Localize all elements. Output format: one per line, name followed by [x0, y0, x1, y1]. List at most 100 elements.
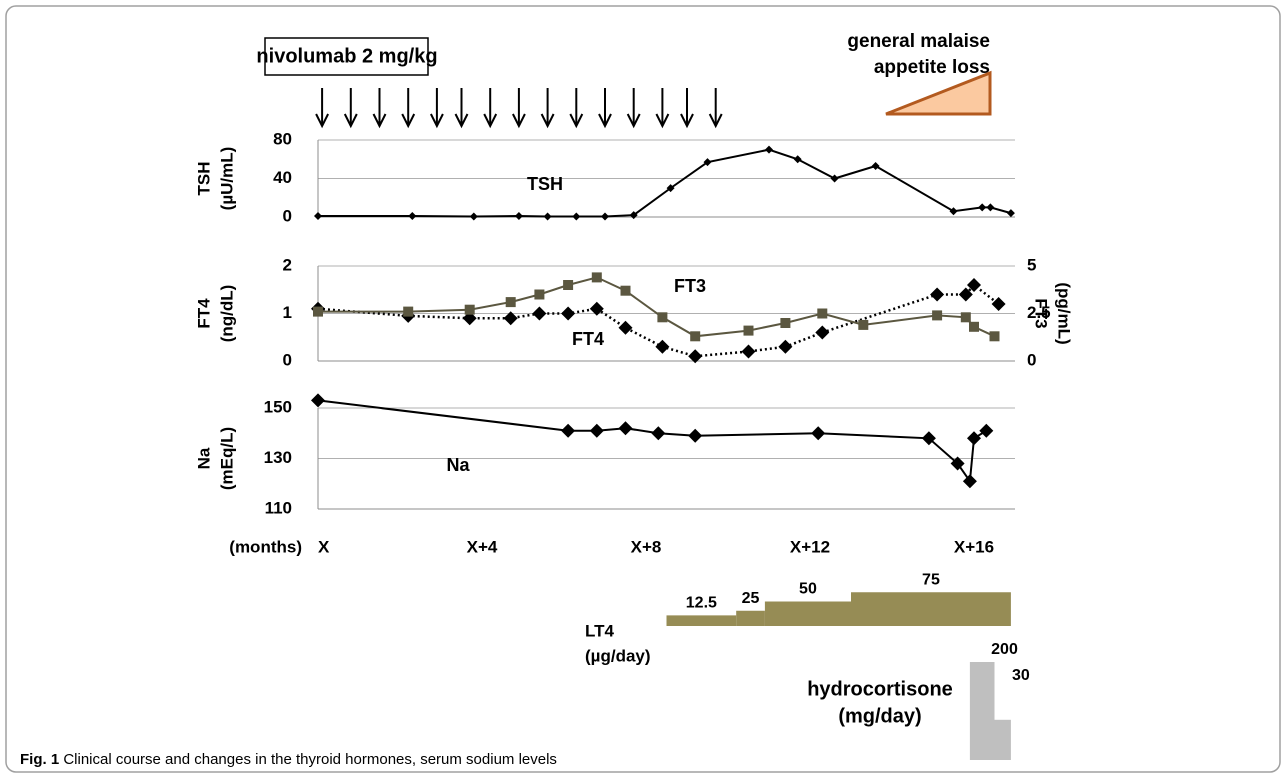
y-axis-title: TSH [194, 162, 213, 196]
dose-axis-title: (mg/day) [838, 705, 921, 727]
y-tick-label: 0 [283, 350, 292, 369]
series-label: Na [446, 455, 470, 475]
marker [655, 339, 670, 354]
marker [651, 426, 666, 441]
marker [949, 207, 958, 216]
marker [688, 428, 703, 443]
y2-axis-title: (pg/mL) [1055, 282, 1074, 344]
dose-arrowhead [483, 113, 498, 129]
marker [314, 212, 322, 221]
marker [871, 161, 880, 170]
marker [811, 426, 826, 441]
marker [657, 312, 668, 323]
caption-label: Fig. 1 [20, 751, 59, 768]
marker [1006, 209, 1015, 218]
marker [532, 306, 547, 321]
marker [534, 289, 545, 300]
symptom: general malaise [847, 31, 990, 52]
marker [978, 203, 987, 212]
y-tick-label: 80 [273, 129, 292, 148]
y-axis-title: Na [194, 447, 213, 469]
marker [958, 287, 973, 302]
dose-label: 75 [922, 571, 940, 588]
dose-arrowhead [512, 113, 526, 129]
marker [986, 203, 995, 212]
marker [503, 311, 518, 326]
series-label: FT4 [572, 329, 604, 349]
series-label: TSH [527, 174, 563, 194]
symptom: appetite loss [874, 57, 990, 78]
marker [962, 474, 977, 489]
series-line [317, 399, 987, 485]
series-line [318, 148, 1012, 218]
x-tick-label: X+8 [631, 537, 662, 556]
marker [618, 421, 633, 436]
y-tick-label: 130 [264, 448, 292, 467]
marker [778, 339, 793, 354]
treatment-box [264, 37, 429, 76]
marker [932, 310, 943, 321]
marker [950, 456, 965, 471]
marker [780, 318, 791, 328]
y-tick-label: 150 [264, 397, 292, 416]
marker [618, 320, 633, 335]
marker [930, 287, 945, 302]
dose-label: 12.5 [686, 595, 717, 612]
marker [690, 331, 701, 342]
marker [629, 211, 638, 220]
x-axis-title: (months) [229, 537, 302, 556]
dose-arrowhead [598, 113, 612, 129]
y-tick-label: 2 [283, 255, 292, 274]
marker [543, 212, 552, 221]
marker [830, 174, 839, 183]
marker [469, 212, 478, 221]
marker [311, 393, 325, 408]
y-tick-label: 110 [265, 498, 292, 517]
marker [666, 184, 675, 193]
dose-bar [736, 610, 765, 626]
y2-axis-title: FT3 [1032, 298, 1051, 328]
y2-tick-label: 0 [1027, 350, 1036, 369]
dose-label: 200 [991, 641, 1018, 658]
dose-label: 25 [742, 590, 760, 607]
symptom-triangle [885, 70, 992, 116]
marker [313, 306, 323, 317]
marker [967, 278, 981, 292]
marker [403, 306, 414, 317]
dose-arrowhead [454, 113, 469, 129]
marker [620, 285, 631, 296]
dose-arrowhead [655, 113, 670, 129]
dose-bar [851, 592, 1011, 626]
marker [591, 272, 602, 283]
y2-tick-label: 2.5 [1027, 303, 1051, 322]
dose-arrowhead [401, 113, 416, 129]
dose-arrowhead [708, 113, 723, 129]
marker [589, 301, 604, 316]
x-tick-label: X [318, 537, 330, 556]
dose-arrowhead [680, 113, 694, 129]
dose-arrowhead [372, 113, 387, 129]
x-tick-label: X+16 [954, 537, 994, 556]
series-line [318, 276, 995, 338]
marker [464, 304, 475, 315]
y-axis-title: FT4 [194, 298, 213, 329]
marker [703, 158, 712, 167]
x-tick-label: X+4 [467, 537, 498, 556]
dose-label: 50 [799, 581, 817, 598]
marker [741, 344, 756, 359]
dose-bar [969, 662, 995, 760]
marker [561, 423, 576, 438]
marker [960, 312, 971, 323]
series-label: FT3 [674, 276, 706, 296]
dose-arrowhead [540, 113, 555, 129]
marker [505, 297, 516, 308]
y-tick-label: 1 [283, 303, 292, 322]
dose-arrowhead [569, 113, 584, 129]
marker [858, 319, 869, 330]
dose-arrowhead [315, 113, 329, 129]
figure-border [5, 5, 1281, 773]
y2-tick-label: 5 [1027, 255, 1036, 274]
dose-axis-title: hydrocortisone [807, 678, 953, 700]
